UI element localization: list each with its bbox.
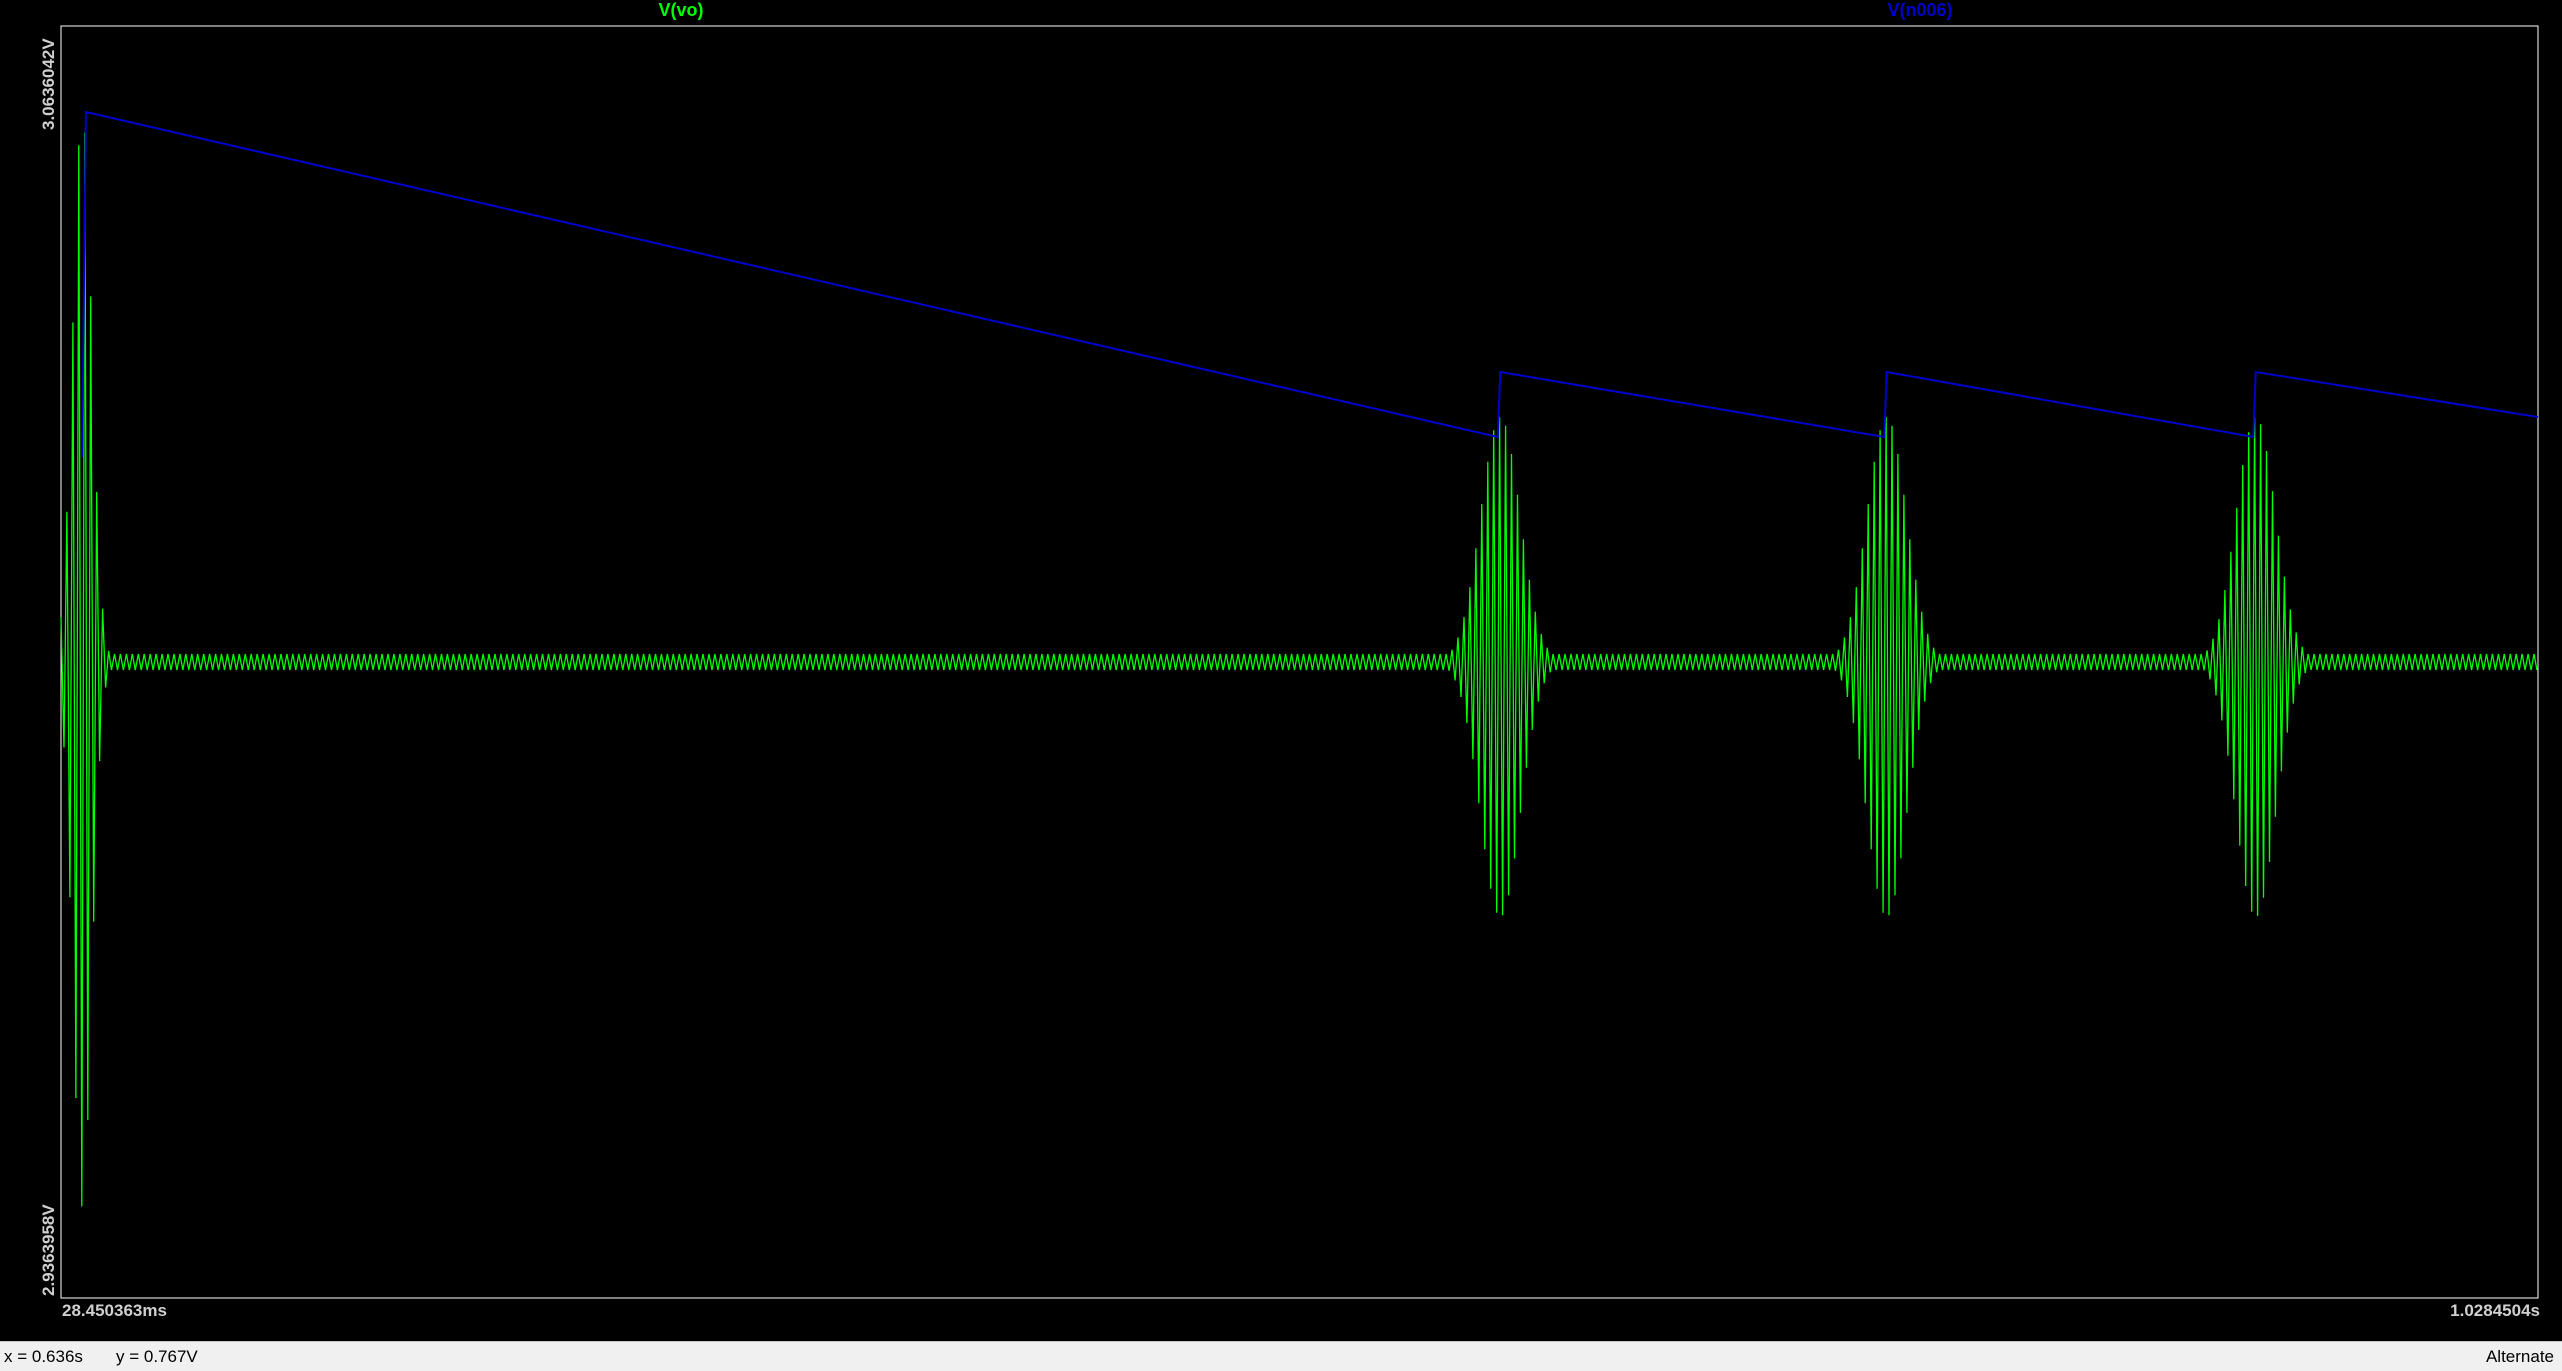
x-axis-left-label: 28.450363ms (62, 1301, 167, 1320)
waveform-plot-window[interactable]: V(vo) V(n006) 3.0636042V 2.9363958V 28.4… (0, 0, 2562, 1341)
status-bar: x = 0.636s y = 0.767V Alternate (0, 1341, 2562, 1371)
series-n006-line (81, 110, 2539, 458)
x-axis-right-label: 1.0284504s (2450, 1301, 2540, 1320)
y-axis-bottom-label: 2.9363958V (39, 1204, 58, 1296)
y-axis-top-label: 3.0636042V (39, 38, 58, 130)
mode-indicator: Alternate (2485, 1347, 2554, 1366)
trace-label-vo[interactable]: V(vo) (658, 0, 704, 20)
cursor-y-readout: y = 0.767V (116, 1347, 198, 1366)
series-vo-line (60, 132, 2538, 1207)
traces-layer (60, 110, 2539, 1207)
plot-area[interactable] (0, 0, 2562, 1341)
cursor-x-readout: x = 0.636s (4, 1347, 83, 1366)
trace-label-n006[interactable]: V(n006) (1887, 0, 1953, 20)
plot-frame (60, 25, 2539, 1299)
